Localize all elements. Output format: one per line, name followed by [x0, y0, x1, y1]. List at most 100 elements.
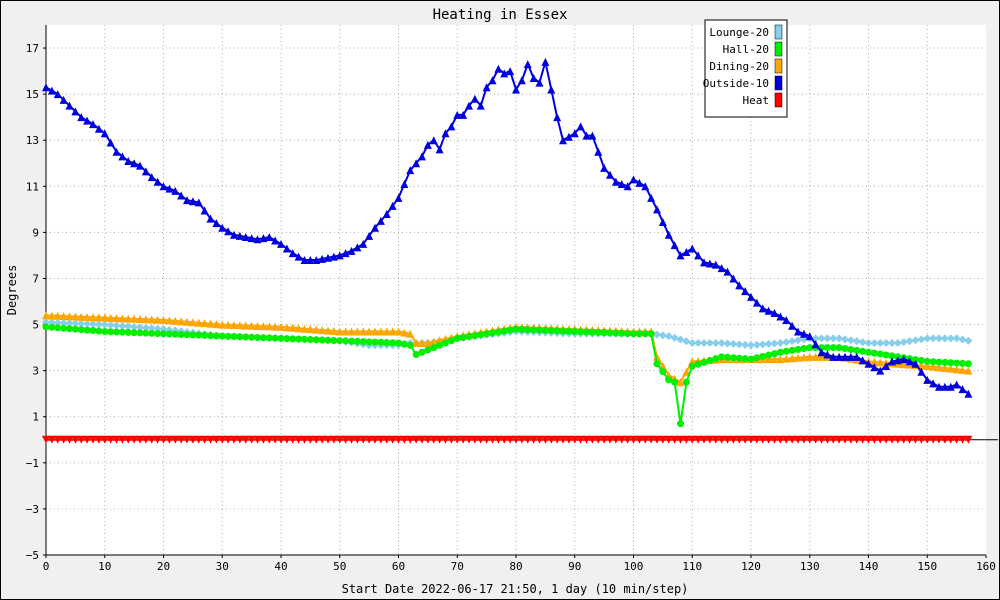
data-point-outside-10	[406, 166, 415, 175]
data-point-hall-20	[841, 345, 849, 353]
data-point-dining-20	[318, 326, 327, 335]
data-point-heat	[641, 435, 650, 444]
data-point-heat	[506, 435, 515, 444]
data-point-heat	[735, 435, 744, 444]
data-point-heat	[394, 435, 403, 444]
data-point-outside-10	[876, 366, 885, 375]
data-point-outside-10	[517, 76, 526, 85]
data-point-heat	[888, 435, 896, 444]
data-point-hall-20	[412, 351, 420, 359]
data-point-heat	[694, 435, 703, 444]
x-tick-label: 130	[800, 560, 820, 573]
data-point-outside-10	[741, 287, 750, 296]
x-tick-label: 20	[157, 560, 170, 573]
data-point-heat	[893, 435, 902, 444]
data-point-hall-20	[165, 330, 173, 338]
data-point-dining-20	[764, 355, 773, 364]
data-point-dining-20	[277, 322, 285, 331]
data-point-heat	[635, 435, 644, 444]
data-point-hall-20	[330, 336, 338, 344]
data-point-dining-20	[288, 323, 297, 332]
data-point-lounge-20	[723, 339, 732, 348]
data-point-hall-20	[318, 336, 326, 344]
data-point-hall-20	[882, 351, 890, 359]
data-point-outside-10	[606, 170, 614, 179]
data-point-outside-10	[106, 138, 115, 147]
data-point-hall-20	[565, 327, 573, 335]
data-point-hall-20	[400, 340, 408, 348]
data-point-heat	[188, 435, 197, 444]
x-tick-label: 70	[451, 560, 464, 573]
data-point-hall-20	[160, 330, 167, 338]
data-point-outside-10	[647, 193, 656, 202]
data-point-dining-20	[435, 336, 444, 345]
data-point-hall-20	[559, 327, 567, 335]
series-outside-10	[42, 57, 973, 398]
data-point-heat	[835, 435, 844, 444]
data-point-outside-10	[324, 253, 332, 262]
data-point-hall-20	[83, 326, 91, 334]
data-point-hall-20	[236, 333, 244, 341]
data-point-heat	[100, 435, 109, 444]
data-point-outside-10	[535, 78, 544, 87]
data-point-heat	[629, 435, 638, 444]
data-point-hall-20	[336, 337, 344, 345]
data-point-outside-10	[94, 124, 103, 133]
data-point-heat	[535, 435, 544, 444]
data-point-outside-10	[412, 159, 421, 168]
data-point-hall-20	[870, 349, 878, 357]
data-point-heat	[288, 435, 297, 444]
data-point-hall-20	[377, 338, 385, 346]
data-point-dining-20	[964, 366, 973, 375]
data-point-heat	[141, 435, 150, 444]
data-point-dining-20	[212, 320, 221, 329]
data-point-heat	[494, 435, 503, 444]
data-point-outside-10	[376, 216, 385, 225]
data-point-outside-10	[858, 356, 867, 365]
data-point-lounge-20	[788, 337, 797, 346]
data-point-hall-20	[201, 331, 209, 339]
data-point-dining-20	[329, 327, 338, 336]
data-point-heat	[512, 435, 520, 444]
data-point-hall-20	[124, 328, 132, 336]
data-point-hall-20	[371, 338, 379, 346]
data-point-dining-20	[253, 321, 262, 330]
data-point-lounge-20	[735, 340, 744, 349]
data-point-dining-20	[371, 327, 379, 336]
data-point-outside-10	[682, 247, 691, 256]
data-point-lounge-20	[917, 335, 926, 344]
data-point-hall-20	[700, 358, 708, 366]
data-point-lounge-20	[817, 334, 826, 343]
data-point-dining-20	[141, 315, 150, 324]
data-point-outside-10	[382, 209, 391, 218]
data-point-heat	[418, 435, 426, 444]
data-point-hall-20	[553, 327, 561, 335]
data-point-hall-20	[418, 348, 426, 356]
data-point-hall-20	[207, 332, 214, 340]
data-point-outside-10	[77, 113, 86, 122]
data-point-outside-10	[641, 182, 650, 191]
legend-swatch	[774, 24, 783, 40]
data-point-outside-10	[89, 120, 97, 129]
data-point-outside-10	[453, 110, 462, 119]
data-point-hall-20	[729, 354, 737, 362]
data-point-dining-20	[65, 312, 74, 321]
data-point-heat	[541, 435, 550, 444]
data-point-dining-20	[770, 355, 779, 364]
data-point-hall-20	[48, 323, 56, 331]
data-point-dining-20	[306, 325, 315, 334]
data-point-lounge-20	[905, 337, 914, 346]
data-point-hall-20	[935, 358, 943, 366]
data-point-outside-10	[118, 152, 127, 161]
data-point-outside-10	[294, 252, 303, 261]
data-point-hall-20	[494, 328, 502, 336]
data-point-outside-10	[212, 219, 221, 228]
data-point-lounge-20	[83, 319, 92, 328]
data-point-hall-20	[60, 324, 68, 332]
data-point-lounge-20	[77, 319, 86, 328]
data-point-outside-10	[658, 218, 667, 227]
data-point-hall-20	[641, 330, 649, 338]
data-point-hall-20	[148, 329, 156, 337]
data-point-dining-20	[940, 364, 949, 373]
data-point-hall-20	[806, 344, 814, 352]
